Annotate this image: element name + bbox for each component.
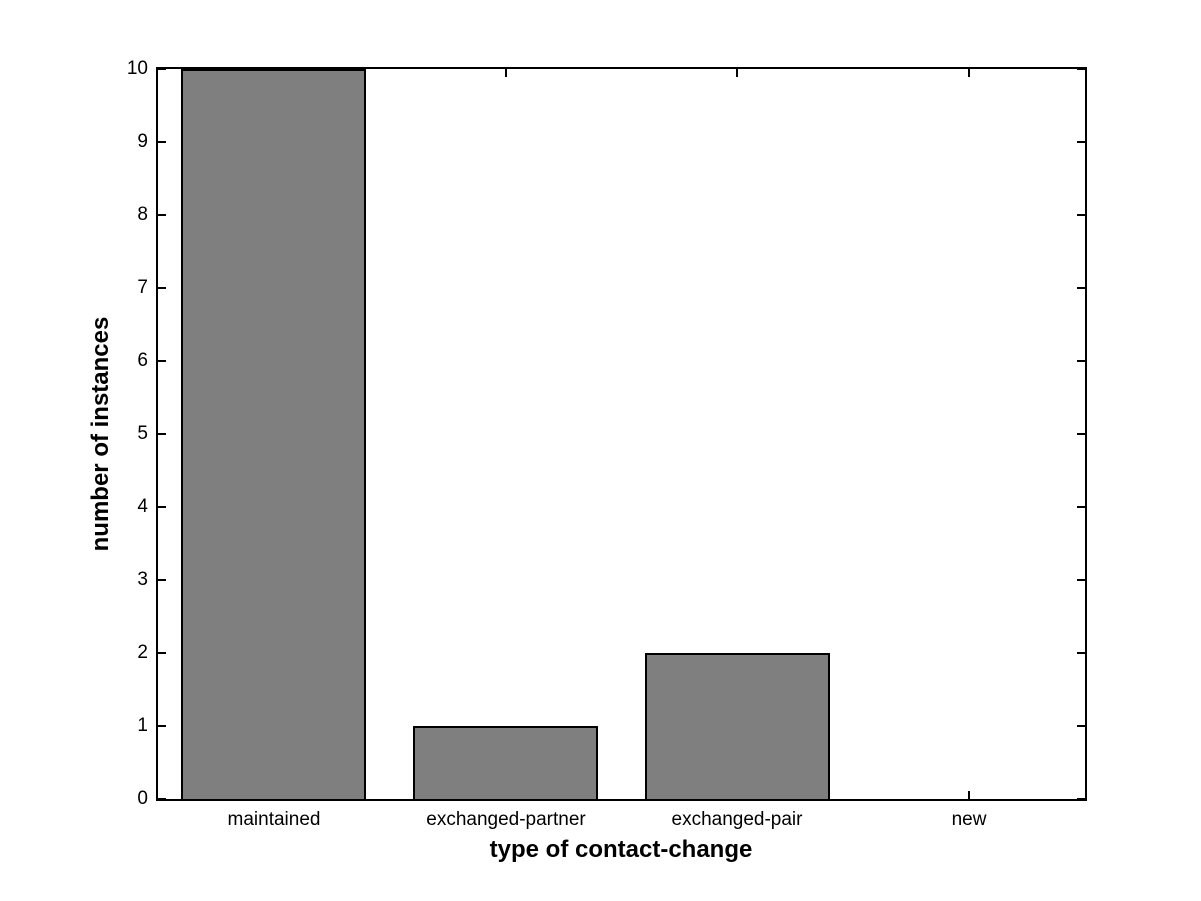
y-tick-label: 9 [137, 131, 148, 152]
tick-mark [968, 791, 970, 799]
tick-mark [1077, 360, 1085, 362]
bar-exchanged-pair [645, 653, 830, 799]
tick-mark [158, 68, 166, 70]
x-tick-label: new [951, 809, 987, 830]
tick-mark [158, 360, 166, 362]
y-tick-label: 3 [137, 569, 148, 590]
y-tick-label: 10 [126, 58, 148, 79]
tick-mark [1077, 141, 1085, 143]
x-tick-label: exchanged-pair [671, 809, 803, 830]
tick-mark [158, 506, 166, 508]
plot-area [156, 67, 1087, 801]
tick-mark [158, 433, 166, 435]
y-tick-label: 1 [137, 715, 148, 736]
x-tick-label: maintained [227, 809, 321, 830]
tick-mark [1077, 725, 1085, 727]
tick-mark [158, 141, 166, 143]
tick-mark [1077, 798, 1085, 800]
tick-mark [1077, 579, 1085, 581]
tick-mark [505, 69, 507, 77]
y-tick-label: 0 [137, 788, 148, 809]
tick-mark [1077, 214, 1085, 216]
y-tick-label: 2 [137, 642, 148, 663]
tick-mark [158, 579, 166, 581]
y-tick-label: 6 [137, 350, 148, 371]
y-tick-label: 4 [137, 496, 148, 517]
bar-maintained [181, 69, 366, 799]
y-tick-label: 5 [137, 423, 148, 444]
y-tick-label: 8 [137, 204, 148, 225]
tick-mark [158, 214, 166, 216]
tick-mark [158, 287, 166, 289]
tick-mark [968, 69, 970, 77]
tick-mark [158, 798, 166, 800]
tick-mark [1077, 287, 1085, 289]
tick-mark [1077, 652, 1085, 654]
bar-exchanged-partner [413, 726, 598, 799]
tick-mark [158, 652, 166, 654]
y-tick-label: 7 [137, 277, 148, 298]
x-tick-label: exchanged-partner [426, 809, 586, 830]
x-axis-label: type of contact-change [489, 836, 753, 863]
tick-mark [1077, 506, 1085, 508]
tick-mark [736, 69, 738, 77]
tick-mark [158, 725, 166, 727]
tick-mark [1077, 68, 1085, 70]
tick-mark [1077, 433, 1085, 435]
